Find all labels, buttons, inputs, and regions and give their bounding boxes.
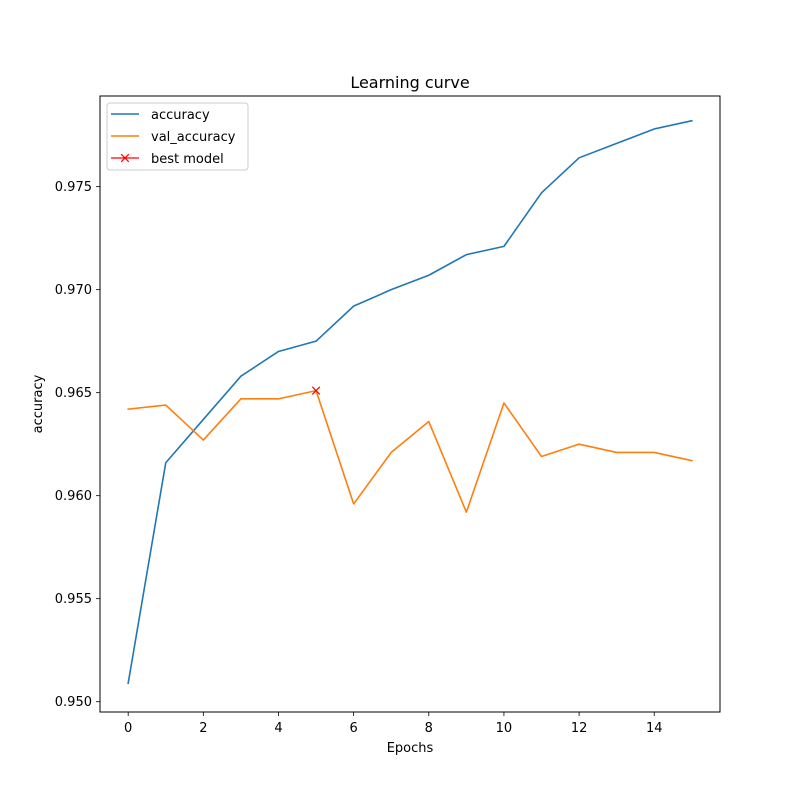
legend-entry-val-accuracy: val_accuracy: [111, 130, 236, 145]
x-tick-label: 14: [646, 721, 663, 736]
x-tick-label: 6: [349, 721, 357, 736]
x-tick-label: 4: [274, 721, 282, 736]
y-tick-label: 0.975: [55, 180, 92, 195]
x-axis-label: Epochs: [387, 741, 434, 756]
legend-entry-best-model: best model: [111, 152, 224, 167]
y-tick-label: 0.955: [55, 592, 92, 607]
y-tick-label: 0.965: [55, 386, 92, 401]
y-tick-label: 0.970: [55, 283, 92, 298]
legend-box: [106, 102, 249, 171]
x-tick-label: 2: [199, 721, 207, 736]
legend-label: accuracy: [151, 108, 210, 123]
plot-frame: [99, 95, 721, 713]
x-tick-label: 12: [571, 721, 588, 736]
x-tick-label: 0: [124, 721, 132, 736]
legend-entry-accuracy: accuracy: [111, 108, 210, 123]
legend-label: best model: [151, 152, 224, 167]
y-tick-label: 0.950: [55, 695, 92, 710]
y-axis-label: accuracy: [31, 374, 46, 433]
x-tick-label: 8: [425, 721, 433, 736]
y-tick-label: 0.960: [55, 489, 92, 504]
x-tick-label: 10: [496, 721, 513, 736]
chart-title: Learning curve: [350, 73, 469, 92]
legend-label: val_accuracy: [151, 130, 236, 145]
series-line-accuracy: [127, 119, 693, 685]
best-model-marker: [311, 386, 321, 395]
series-line-val-accuracy: [127, 389, 693, 513]
